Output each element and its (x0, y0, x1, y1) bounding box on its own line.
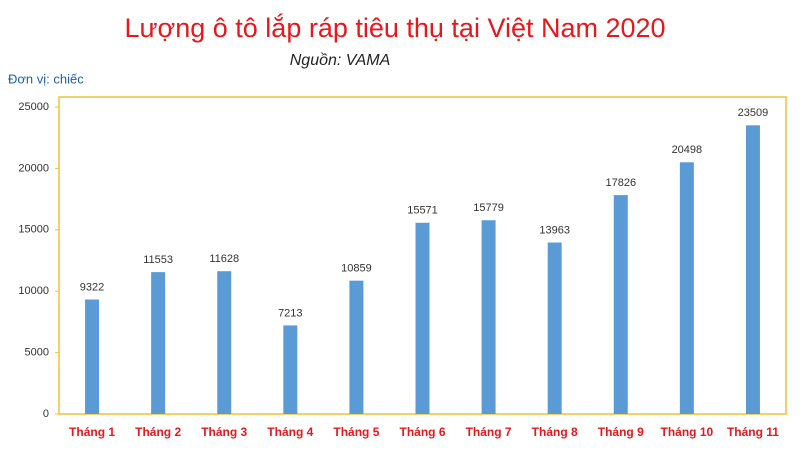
y-tick-label: 25000 (18, 101, 49, 113)
data-label: 11553 (143, 254, 173, 266)
data-label: 13963 (539, 224, 570, 236)
y-tick-label: 15000 (18, 224, 49, 236)
data-label: 15779 (473, 202, 504, 214)
x-tick-label: Tháng 3 (201, 425, 247, 439)
unit-note: Đơn vị: chiếc (8, 71, 84, 86)
bar (151, 272, 166, 414)
x-tick-label: Tháng 11 (727, 425, 779, 439)
data-label: 15571 (407, 205, 438, 217)
data-label: 23509 (738, 107, 769, 119)
data-label: 9322 (80, 281, 104, 293)
y-tick-label: 20000 (18, 162, 49, 174)
x-tick-label: Tháng 5 (333, 425, 379, 439)
bar (415, 222, 430, 414)
x-tick-label: Tháng 7 (466, 425, 512, 439)
bar (679, 162, 694, 414)
x-tick-label: Tháng 6 (399, 425, 445, 439)
bar (613, 195, 628, 414)
chart-title: Lượng ô tô lắp ráp tiêu thụ tại Việt Nam… (124, 12, 665, 43)
x-tick-label: Tháng 2 (135, 425, 181, 439)
y-tick-label: 10000 (18, 285, 49, 297)
chart-subtitle: Nguồn: VAMA (290, 52, 391, 69)
x-tick-label: Tháng 10 (661, 425, 714, 439)
bar (85, 299, 100, 414)
bar (481, 220, 496, 414)
bar (745, 125, 760, 414)
data-label: 20498 (672, 144, 703, 156)
data-label: 10859 (341, 263, 372, 275)
y-tick-label: 5000 (25, 347, 49, 359)
x-tick-label: Tháng 9 (598, 425, 644, 439)
x-tick-label: Tháng 4 (267, 425, 313, 439)
data-label: 7213 (278, 307, 302, 319)
x-tick-label: Tháng 8 (532, 425, 578, 439)
y-tick-label: 0 (43, 408, 49, 420)
x-tick-label: Tháng 1 (69, 425, 115, 439)
data-label: 11628 (209, 253, 239, 265)
data-label: 17826 (605, 177, 636, 189)
bar (349, 280, 364, 414)
bar (283, 325, 298, 414)
bar (217, 271, 232, 414)
bar (547, 242, 562, 414)
